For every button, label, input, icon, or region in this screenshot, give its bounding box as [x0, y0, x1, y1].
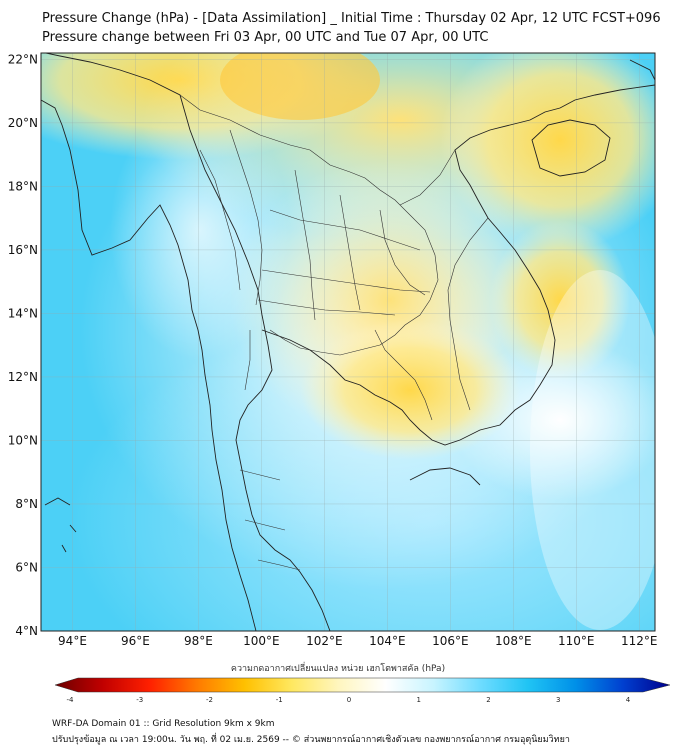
province-borders	[179, 94, 489, 571]
latitude-label: 8°N	[15, 497, 38, 511]
colorbar-tick-label: 3	[556, 696, 560, 704]
graticule	[41, 53, 655, 632]
chart-subtitle: Pressure change between Fri 03 Apr, 00 U…	[42, 30, 489, 45]
footer-model-info: WRF-DA Domain 01 :: Grid Resolution 9km …	[52, 719, 275, 729]
colorbar-tick-label: -4	[67, 696, 75, 704]
colorbar-tick-label: -1	[276, 696, 283, 704]
footer-update-info: ปรับปรุงข้อมูล ณ เวลา 19:00น. วัน พฤ. ที…	[52, 735, 570, 745]
colorbar-tick-label: -3	[136, 696, 143, 704]
colorbar-tick-label: -2	[206, 696, 213, 704]
latitude-label: 4°N	[15, 624, 38, 638]
longitude-label: 104°E	[369, 634, 406, 648]
longitude-label: 94°E	[58, 634, 87, 648]
longitude-label: 108°E	[495, 634, 532, 648]
chart-title: Pressure Change (hPa) - [Data Assimilati…	[42, 11, 661, 26]
longitude-label: 96°E	[121, 634, 150, 648]
pressure-change-map: 94°E 96°E 98°E 100°E 102°E 104°E 106°E 108°E 110…	[8, 52, 658, 648]
latitude-label: 18°N	[8, 179, 38, 193]
colorbar-label: ความกดอากาศเปลี่ยนแปลง หน่วย เฮกโตพาสคัล…	[230, 664, 446, 674]
coastline	[41, 53, 655, 631]
latitude-label: 6°N	[15, 560, 38, 574]
latitude-label: 16°N	[8, 243, 38, 257]
longitude-label: 100°E	[243, 634, 280, 648]
longitude-labels: 94°E 96°E 98°E 100°E 102°E 104°E 106°E 108°E 110…	[58, 634, 657, 648]
longitude-label: 102°E	[306, 634, 343, 648]
colorbar-tick-label: 2	[486, 696, 490, 704]
colorbar-scale	[54, 677, 671, 693]
colorbar-tick-label: 1	[417, 696, 421, 704]
latitude-label: 20°N	[8, 116, 38, 130]
longitude-label: 110°E	[558, 634, 595, 648]
colorbar-tick-label: 4	[626, 696, 631, 704]
pressure-field	[41, 53, 655, 631]
colorbar-tick-label: 0	[347, 696, 351, 704]
latitude-label: 12°N	[8, 370, 38, 384]
latitude-label: 10°N	[8, 433, 38, 447]
latitude-label: 22°N	[8, 52, 38, 66]
latitude-label: 14°N	[8, 306, 38, 320]
map-frame	[40, 52, 656, 632]
colorbar: -4 -3 -2 -1 0 1 2 3 4	[54, 677, 671, 704]
latitude-labels: 22°N 20°N 18°N 16°N 14°N 12°N 10°N 8°N 6°N 4°N	[8, 52, 38, 638]
colorbar-ticks: -4 -3 -2 -1 0 1 2 3 4	[67, 696, 631, 704]
longitude-label: 98°E	[184, 634, 213, 648]
longitude-label: 112°E	[621, 634, 658, 648]
longitude-label: 106°E	[432, 634, 469, 648]
